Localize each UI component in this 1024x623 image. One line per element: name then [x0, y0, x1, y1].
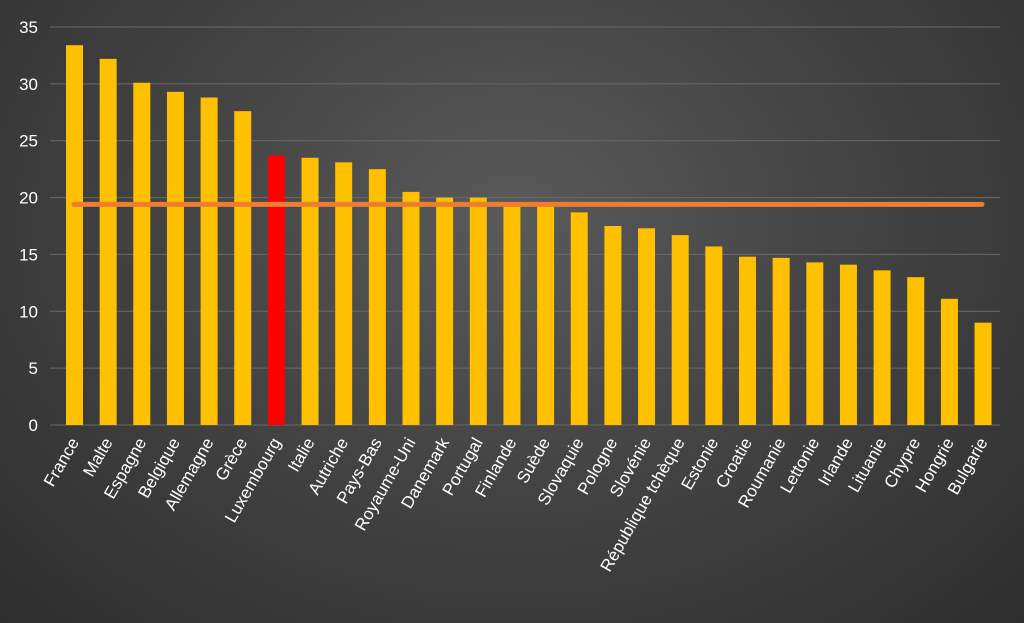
- y-tick-label: 35: [19, 18, 38, 37]
- bar-malte: [99, 58, 117, 426]
- gridlines: [50, 26, 1000, 426]
- bar-finlande: [503, 204, 521, 425]
- bar-pays-bas: [368, 169, 386, 425]
- bar-r-publique-tch-que: [671, 235, 689, 425]
- bar-slov-nie: [638, 228, 656, 425]
- bar-croatie: [739, 256, 756, 425]
- bars: [66, 45, 992, 426]
- x-tick-label: France: [40, 435, 83, 490]
- y-axis-ticks: 0 5 10 15 20 25 30 35: [19, 18, 38, 435]
- bar-danemark: [436, 197, 454, 425]
- bar-allemagne: [200, 97, 218, 425]
- bar-espagne: [133, 82, 151, 425]
- bar-luxembourg: [267, 155, 285, 426]
- bar-bulgarie: [974, 322, 992, 425]
- y-tick-label: 5: [29, 359, 38, 378]
- y-tick-label: 20: [19, 189, 38, 208]
- bar-irlande: [839, 264, 857, 425]
- bar-pologne: [604, 226, 622, 425]
- bar-portugal: [469, 197, 487, 425]
- bar-royaume-uni: [402, 191, 420, 425]
- y-tick-label: 25: [19, 132, 38, 151]
- bar-roumanie: [772, 257, 790, 425]
- bar-belgique: [166, 91, 184, 426]
- bar-france: [66, 45, 83, 426]
- y-tick-label: 0: [29, 416, 38, 435]
- bar-estonie: [705, 246, 723, 425]
- bar-slovaquie: [570, 212, 588, 425]
- bar-lituanie: [873, 270, 891, 425]
- bar-su-de: [537, 204, 555, 425]
- x-tick-label: Italie: [284, 435, 318, 476]
- x-axis-labels: FranceMalteEspagneBelgiqueAllemagneGrèce…: [40, 434, 991, 575]
- y-tick-label: 15: [19, 245, 38, 264]
- y-tick-label: 10: [19, 302, 38, 321]
- bar-hongrie: [940, 298, 958, 425]
- bar-italie: [301, 157, 319, 425]
- bar-lettonie: [806, 262, 824, 425]
- y-tick-label: 30: [19, 75, 38, 94]
- bar-gr-ce: [234, 111, 252, 426]
- bar-chypre: [907, 277, 925, 425]
- bar-autriche: [335, 162, 353, 425]
